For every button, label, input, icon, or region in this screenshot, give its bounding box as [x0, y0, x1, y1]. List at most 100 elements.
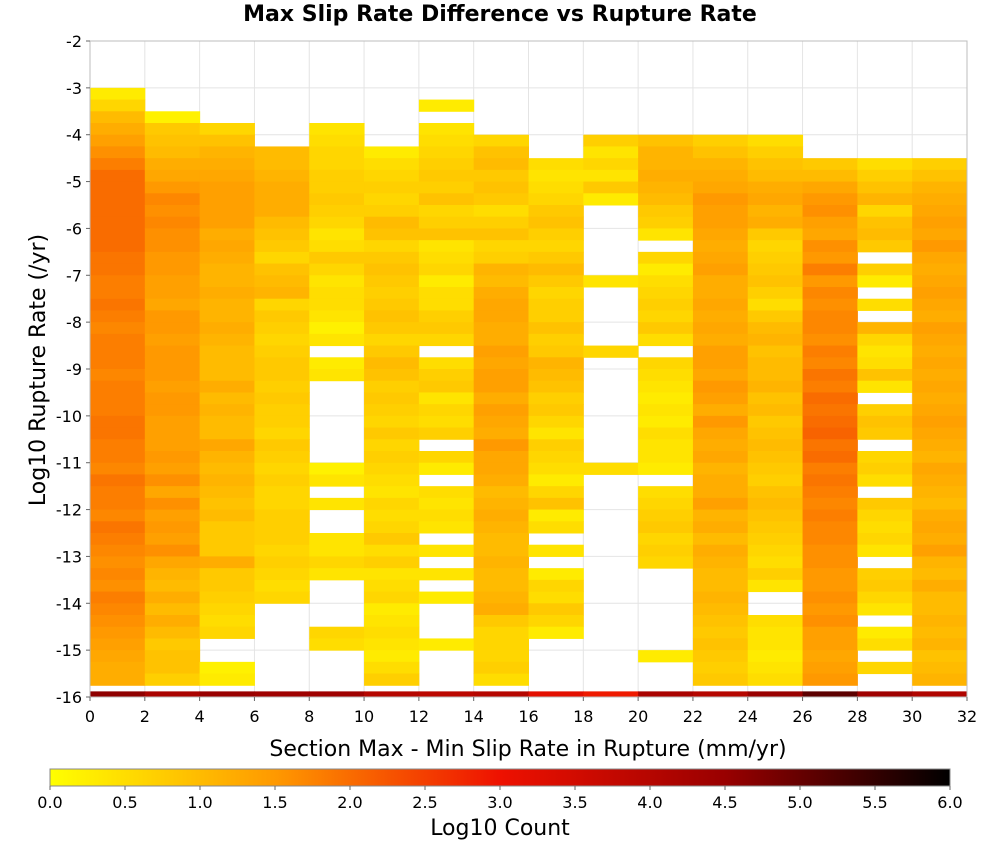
heatmap-cell	[364, 556, 420, 569]
x-tick-label: 6	[249, 707, 259, 726]
heatmap-cell	[199, 333, 255, 347]
heatmap-cell	[912, 533, 968, 546]
heatmap-cell	[144, 392, 201, 405]
heatmap-cell	[747, 228, 804, 241]
heatmap-cell	[912, 626, 968, 639]
heatmap-cell	[418, 544, 475, 557]
heatmap-cell	[528, 615, 584, 628]
heatmap-cell	[418, 158, 475, 171]
heatmap-cell	[144, 333, 201, 347]
heatmap-cell	[638, 369, 694, 382]
heatmap-cell	[90, 603, 146, 616]
heatmap-cell	[802, 615, 858, 628]
heatmap-cell	[254, 533, 310, 546]
heatmap-cell	[692, 691, 749, 697]
heatmap-cell	[144, 404, 201, 417]
heatmap-cell	[747, 357, 804, 370]
heatmap-cell	[418, 216, 475, 229]
heatmap-cell	[802, 462, 858, 475]
heatmap-cell	[199, 380, 255, 393]
heatmap-cell	[747, 181, 804, 194]
heatmap-cell	[364, 474, 420, 487]
heatmap-cell	[254, 240, 310, 253]
y-axis-ticks: -2 -3 -4 -5 -6 -7 -8 -9 -10 -11 -12 -13 -14 -15 -16	[56, 32, 90, 707]
heatmap-cell	[692, 357, 749, 370]
heatmap-cell	[199, 521, 255, 534]
heatmap-cell	[473, 568, 529, 581]
heatmap-cell	[802, 216, 858, 229]
heatmap-cell	[802, 298, 858, 311]
y-tick-label: -14	[56, 594, 82, 613]
heatmap-cell	[692, 169, 749, 183]
heatmap-cell	[857, 626, 913, 639]
heatmap-cell	[802, 533, 858, 546]
heatmap-cell	[364, 322, 420, 335]
heatmap-cell	[857, 474, 913, 487]
heatmap-cell	[473, 392, 529, 405]
heatmap-cell	[638, 415, 694, 429]
heatmap-cell	[802, 603, 858, 616]
heatmap-cell	[364, 169, 420, 183]
heatmap-cell	[857, 181, 913, 194]
x-tick-label: 0	[85, 707, 95, 726]
heatmap-cell	[254, 333, 310, 347]
heatmap-cell	[857, 451, 913, 464]
heatmap-cell	[912, 521, 968, 534]
heatmap-cell	[473, 287, 529, 300]
heatmap-cell	[692, 345, 749, 358]
heatmap-cell	[364, 568, 420, 581]
heatmap-cell	[309, 158, 365, 171]
heatmap-cell	[309, 626, 365, 639]
heatmap-cell	[144, 369, 201, 382]
heatmap-cell	[802, 486, 858, 499]
y-tick-label: -7	[66, 266, 82, 285]
heatmap-cell	[199, 439, 255, 452]
heatmap-cell	[747, 240, 804, 253]
heatmap-cell	[418, 205, 475, 218]
heatmap-cell	[254, 181, 310, 194]
heatmap-cell	[692, 240, 749, 253]
heatmap-cell	[638, 439, 694, 452]
heatmap-cell	[364, 310, 420, 323]
heatmap-cell	[199, 691, 255, 697]
heatmap-cell	[418, 333, 475, 347]
heatmap-cell	[857, 638, 913, 651]
heatmap-cell	[802, 345, 858, 358]
heatmap-cell	[802, 497, 858, 511]
x-tick-label: 14	[464, 707, 484, 726]
heatmap-cell	[254, 415, 310, 429]
y-axis-label: Log10 Rupture Rate (/yr)	[26, 234, 51, 506]
heatmap-cell	[528, 603, 584, 616]
heatmap-cell	[857, 497, 913, 511]
heatmap-cell	[802, 691, 858, 697]
heatmap-cell	[418, 310, 475, 323]
heatmap-cell	[90, 392, 146, 405]
heatmap-cell	[254, 486, 310, 499]
heatmap-cell	[692, 673, 749, 686]
heatmap-cell	[364, 615, 420, 628]
heatmap-cell	[364, 497, 420, 511]
heatmap-cell	[747, 205, 804, 218]
heatmap-cell	[418, 146, 475, 159]
heatmap-cell	[90, 544, 146, 557]
heatmap-cell	[473, 661, 529, 675]
heatmap-cell	[254, 310, 310, 323]
heatmap-cell	[309, 251, 365, 265]
heatmap-cell	[418, 357, 475, 370]
heatmap-cell	[473, 205, 529, 218]
heatmap-cell	[692, 216, 749, 229]
heatmap-cell	[199, 544, 255, 557]
heatmap-cell	[364, 146, 420, 159]
heatmap-cell	[144, 263, 201, 276]
heatmap-cell	[364, 333, 420, 347]
heatmap-cell	[309, 298, 365, 311]
heatmap-cell	[857, 158, 913, 171]
heatmap-cell	[912, 544, 968, 557]
heatmap-cell	[912, 568, 968, 581]
heatmap-cell	[418, 497, 475, 511]
heatmap-cell	[90, 591, 146, 604]
heatmap-cell	[90, 486, 146, 499]
heatmap-cell	[309, 369, 365, 382]
heatmap-cell	[912, 474, 968, 487]
